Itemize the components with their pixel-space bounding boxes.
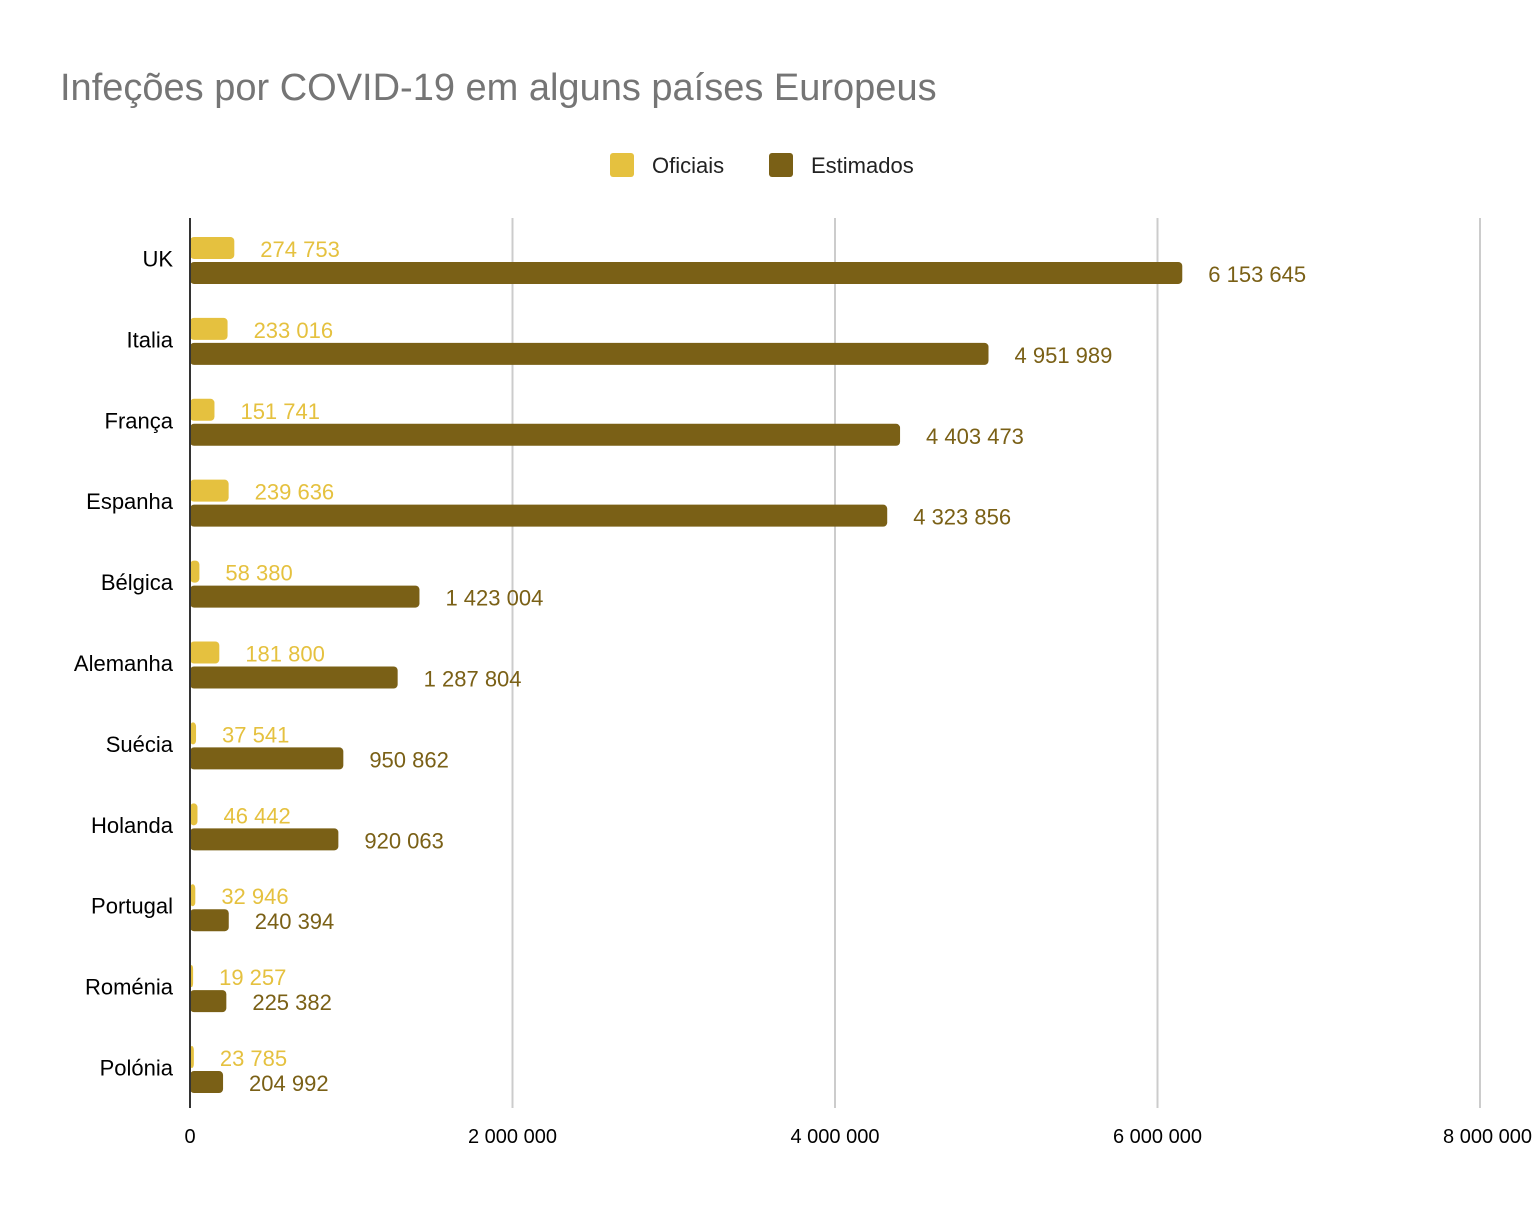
data-label-estimados: 1 423 004 bbox=[445, 586, 543, 611]
bar-estimados bbox=[190, 585, 420, 608]
bar-oficiais bbox=[190, 641, 220, 664]
bar-estimados bbox=[190, 828, 339, 851]
category-label: Portugal bbox=[91, 894, 173, 919]
legend-swatch bbox=[769, 153, 793, 177]
data-label-estimados: 240 394 bbox=[255, 909, 335, 934]
bar-estimados bbox=[190, 342, 989, 365]
bar-estimados bbox=[190, 1071, 224, 1094]
data-label-estimados: 1 287 804 bbox=[424, 667, 522, 692]
legend-label: Estimados bbox=[811, 153, 914, 178]
gridlines bbox=[511, 218, 1481, 1108]
category-label: Holanda bbox=[91, 813, 174, 838]
data-label-oficiais: 19 257 bbox=[219, 965, 286, 990]
x-tick-label: 6 000 000 bbox=[1113, 1126, 1202, 1148]
value-labels: 274 753 6 153 645 233 016 4 951 989 151 741 4… bbox=[219, 237, 1306, 1096]
legend-item: Oficiais bbox=[610, 153, 724, 178]
bar-oficiais bbox=[190, 398, 215, 421]
category-label: Alemanha bbox=[74, 651, 174, 676]
x-tick-label: 0 bbox=[184, 1126, 195, 1148]
category-label: Espanha bbox=[86, 489, 174, 514]
bar-oficiais bbox=[190, 236, 235, 259]
data-label-estimados: 225 382 bbox=[252, 990, 332, 1015]
category-label: Bélgica bbox=[101, 570, 174, 595]
data-label-estimados: 204 992 bbox=[249, 1071, 329, 1096]
category-label: UK bbox=[142, 246, 173, 271]
data-label-oficiais: 239 636 bbox=[255, 480, 335, 505]
data-label-estimados: 950 862 bbox=[369, 747, 449, 772]
x-tick-label: 8 000 000 bbox=[1443, 1126, 1532, 1148]
bar-oficiais bbox=[190, 722, 197, 745]
data-label-oficiais: 181 800 bbox=[245, 642, 325, 667]
x-tick-label: 2 000 000 bbox=[468, 1126, 557, 1148]
legend-item: Estimados bbox=[769, 153, 914, 178]
legend-label: Oficiais bbox=[652, 153, 724, 178]
data-label-oficiais: 233 016 bbox=[254, 318, 334, 343]
data-label-oficiais: 151 741 bbox=[240, 399, 320, 424]
bar-estimados bbox=[190, 666, 398, 689]
bar-estimados bbox=[190, 423, 901, 446]
bar-oficiais bbox=[190, 884, 196, 907]
chart-title: Infeções por COVID-19 em alguns países E… bbox=[60, 67, 937, 109]
bar-estimados bbox=[190, 261, 1183, 284]
data-label-estimados: 6 153 645 bbox=[1208, 262, 1306, 287]
category-label: França bbox=[105, 408, 174, 433]
bar-estimados bbox=[190, 909, 229, 932]
legend: Oficiais Estimados bbox=[610, 153, 914, 178]
bar-estimados bbox=[190, 747, 344, 770]
bar-estimados bbox=[190, 504, 888, 527]
bar-estimados bbox=[190, 990, 227, 1013]
bars bbox=[190, 236, 1183, 1094]
bar-oficiais bbox=[190, 560, 200, 583]
legend-swatch bbox=[610, 153, 634, 177]
category-label: Roménia bbox=[85, 975, 174, 1000]
data-label-estimados: 4 323 856 bbox=[913, 505, 1011, 530]
data-label-estimados: 920 063 bbox=[364, 828, 444, 853]
bar-oficiais bbox=[190, 479, 229, 502]
category-label: Polónia bbox=[100, 1056, 174, 1081]
data-label-oficiais: 46 442 bbox=[223, 803, 290, 828]
data-label-oficiais: 58 380 bbox=[225, 561, 292, 586]
bar-oficiais bbox=[190, 803, 198, 826]
category-labels: UK Italia França Espanha Bélgica Alemanha Suéc… bbox=[74, 246, 174, 1080]
data-label-estimados: 4 403 473 bbox=[926, 424, 1024, 449]
category-label: Italia bbox=[127, 327, 174, 352]
data-label-oficiais: 23 785 bbox=[220, 1046, 287, 1071]
data-label-oficiais: 32 946 bbox=[221, 884, 288, 909]
x-axis-ticks: 0 2 000 000 4 000 000 6 000 000 8 000 000 bbox=[184, 1126, 1532, 1148]
data-label-oficiais: 37 541 bbox=[222, 722, 289, 747]
x-tick-label: 4 000 000 bbox=[791, 1126, 880, 1148]
bar-oficiais bbox=[190, 317, 228, 340]
data-label-oficiais: 274 753 bbox=[260, 237, 340, 262]
category-label: Suécia bbox=[106, 732, 174, 757]
data-label-estimados: 4 951 989 bbox=[1015, 343, 1113, 368]
